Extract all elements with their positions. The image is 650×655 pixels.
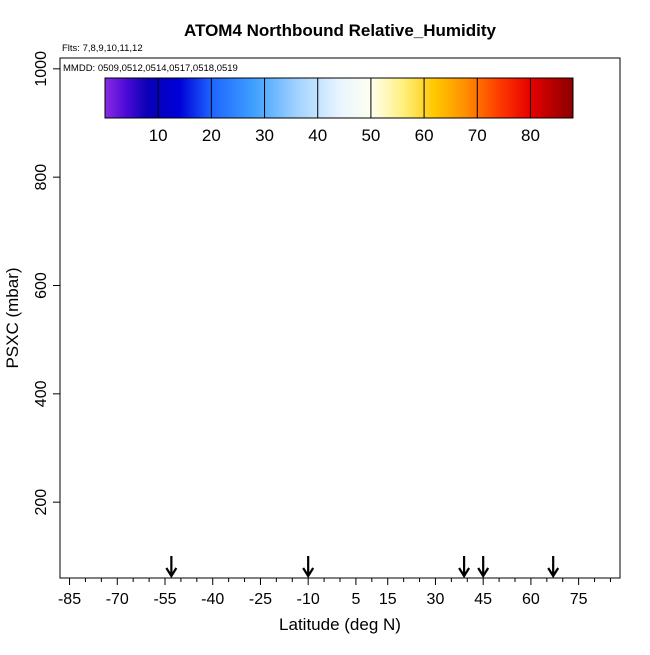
mmdd-label: MMDD: 0509,0512,0514,0517,0518,0519 xyxy=(63,63,238,74)
obs-point xyxy=(265,357,275,366)
colorbar-ticks: 10 20 30 40 50 60 70 80 xyxy=(149,78,540,145)
obs-point xyxy=(584,389,593,398)
x-tick-label: -85 xyxy=(58,591,81,608)
descent-arrow xyxy=(165,556,178,579)
plot-background xyxy=(60,58,620,578)
x-axis: -85 -70 -55 -40 -25 -10 5 15 30 45 60 75 xyxy=(58,578,611,608)
x-tick-label: 75 xyxy=(570,591,588,608)
obs-point xyxy=(501,281,510,290)
obs-point xyxy=(278,324,287,333)
descent-arrow xyxy=(458,556,471,579)
arrow-head xyxy=(165,567,178,579)
descent-arrows xyxy=(165,556,560,579)
obs-point xyxy=(367,292,376,301)
obs-point xyxy=(469,400,478,409)
obs-point xyxy=(494,400,504,409)
obs-point xyxy=(176,313,186,323)
flights-label: Flts: 7,8,9,10,11,12 xyxy=(62,43,143,54)
obs-point xyxy=(424,384,434,393)
colorbar-tick-label: 80 xyxy=(521,126,540,145)
x-tick-label: -10 xyxy=(297,591,320,608)
obs-point xyxy=(374,359,383,369)
arrow-head xyxy=(302,567,315,579)
descent-arrow xyxy=(477,556,490,579)
chart-title: ATOM4 Northbound Relative_Humidity xyxy=(184,21,497,40)
obs-point xyxy=(447,411,456,420)
obs-point xyxy=(202,313,211,323)
obs-point xyxy=(144,346,154,355)
obs-point xyxy=(415,335,424,344)
arrow-head xyxy=(458,567,471,579)
descent-arrow xyxy=(302,556,315,579)
obs-point xyxy=(533,286,542,296)
y-axis: 200 400 600 800 1000 xyxy=(33,51,60,516)
obs-point xyxy=(510,292,520,301)
x-axis-label: Latitude (deg N) xyxy=(279,615,401,634)
colorbar xyxy=(104,77,574,119)
y-tick-label: 600 xyxy=(33,272,50,299)
colorbar-tick-label: 30 xyxy=(255,126,274,145)
obs-point xyxy=(74,392,84,401)
x-tick-label: -70 xyxy=(106,591,129,608)
obs-point xyxy=(431,232,440,241)
y-tick-label: 1000 xyxy=(33,51,50,87)
descent-arrow xyxy=(547,556,560,579)
x-tick-label: 15 xyxy=(379,591,397,608)
obs-point xyxy=(319,281,329,290)
obs-point xyxy=(479,427,488,436)
obs-point xyxy=(310,384,319,393)
obs-point xyxy=(335,430,345,439)
x-tick-label: -25 xyxy=(249,591,272,608)
obs-point xyxy=(479,389,488,398)
colorbar-tick-label: 60 xyxy=(415,126,434,145)
obs-point xyxy=(393,316,402,325)
obs-point xyxy=(272,311,281,320)
obs-point xyxy=(81,167,90,176)
x-tick-label: 60 xyxy=(522,591,540,608)
obs-point xyxy=(256,373,265,382)
obs-point xyxy=(304,433,313,442)
y-tick-label: 200 xyxy=(33,489,50,516)
x-tick-label: -55 xyxy=(153,591,176,608)
colorbar-tick-label: 50 xyxy=(361,126,380,145)
obs-point xyxy=(224,335,233,344)
y-tick-label: 400 xyxy=(33,380,50,407)
obs-point xyxy=(526,419,536,428)
obs-point xyxy=(351,303,361,312)
obs-point xyxy=(329,286,338,296)
obs-point xyxy=(288,319,297,328)
obs-point xyxy=(558,313,567,323)
obs-point xyxy=(192,303,201,312)
y-axis-label: PSXC (mbar) xyxy=(3,267,22,368)
obs-point xyxy=(520,303,529,312)
obs-point xyxy=(383,378,392,388)
colorbar-tick-label: 70 xyxy=(468,126,487,145)
obs-point xyxy=(463,419,472,428)
obs-point xyxy=(304,400,313,409)
x-tick-label: -40 xyxy=(201,591,224,608)
x-tick-label: 30 xyxy=(427,591,445,608)
colorbar-tick-label: 20 xyxy=(202,126,221,145)
obs-point xyxy=(399,351,408,361)
x-tick-label: 45 xyxy=(474,591,492,608)
x-tick-label: 5 xyxy=(351,591,360,608)
obs-point xyxy=(160,389,170,398)
y-tick-label: 800 xyxy=(33,164,50,191)
obs-point xyxy=(192,313,201,323)
colorbar-tick-label: 10 xyxy=(149,126,168,145)
obs-point xyxy=(81,368,90,377)
colorbar-tick-label: 40 xyxy=(308,126,327,145)
arrow-head xyxy=(547,567,560,579)
arrow-head xyxy=(477,567,490,579)
obs-point xyxy=(574,305,583,314)
obs-point xyxy=(494,303,504,312)
obs-point xyxy=(590,70,599,79)
obs-point xyxy=(240,378,249,388)
